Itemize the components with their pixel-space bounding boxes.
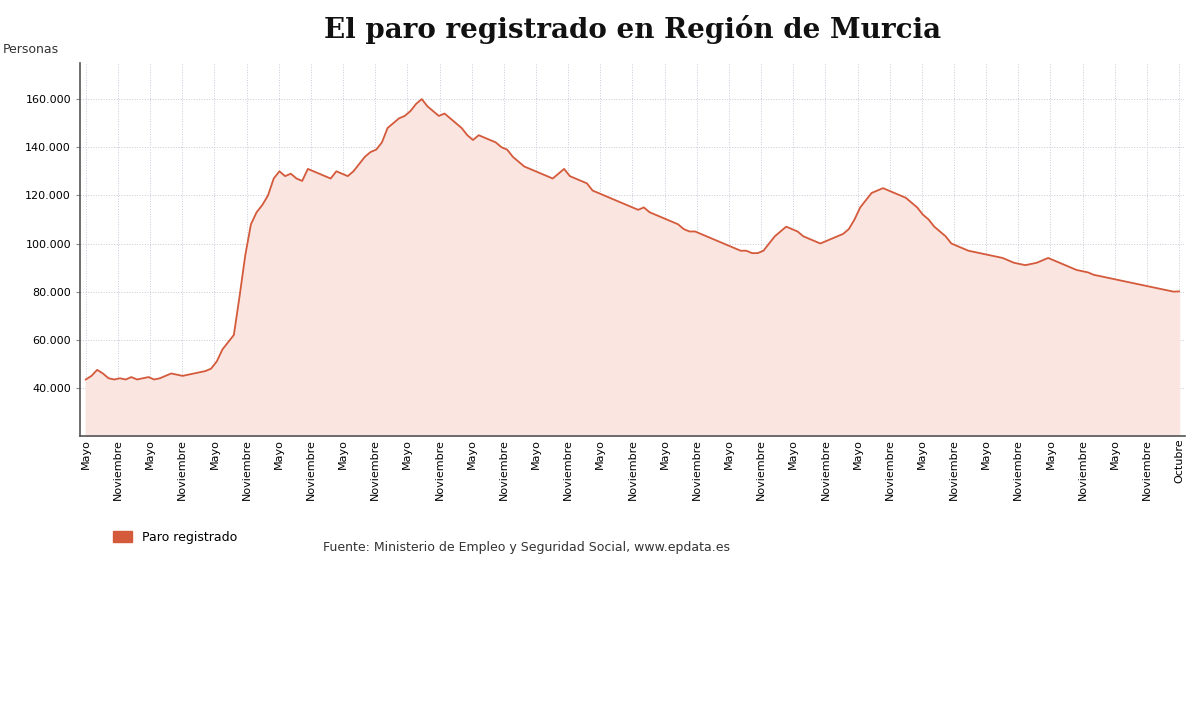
Title: El paro registrado en Región de Murcia: El paro registrado en Región de Murcia [324,15,941,44]
Legend: Paro registrado: Paro registrado [108,526,242,549]
Text: Fuente: Ministerio de Empleo y Seguridad Social, www.epdata.es: Fuente: Ministerio de Empleo y Seguridad… [323,541,730,554]
Text: Personas: Personas [2,42,59,56]
